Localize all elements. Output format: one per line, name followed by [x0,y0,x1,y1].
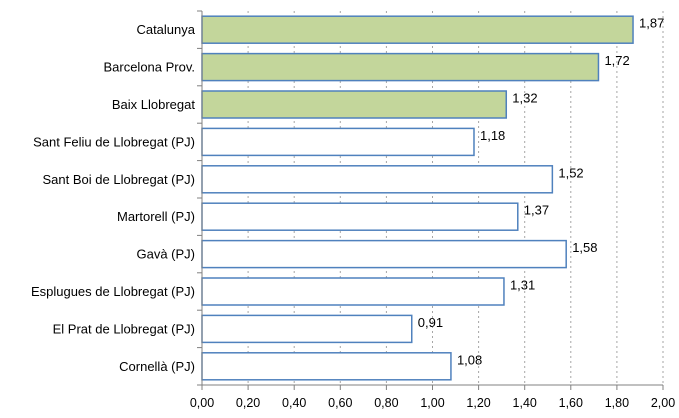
x-tick-label: 1,00 [420,396,444,410]
x-tick-label: 1,80 [605,396,629,410]
data-label: 1,08 [457,352,482,367]
bar [201,202,519,231]
bar [201,314,413,344]
x-tick-label: 1,60 [559,396,583,410]
data-label: 1,58 [572,240,597,255]
x-tick-label: 0,40 [282,396,306,410]
data-label: 1,72 [604,53,629,68]
category-label: Catalunya [136,22,195,37]
category-label: Gavà (PJ) [136,247,195,262]
bar [201,277,505,306]
category-labels: Catalunya Barcelona Prov. Baix Llobregat Sa… [31,22,196,374]
category-label: Sant Feliu de Llobregat (PJ) [33,134,195,149]
category-label: Baix Llobregat [112,97,195,112]
x-tick-label: 2,00 [651,396,675,410]
bar [201,352,452,381]
data-label: 1,52 [558,165,583,180]
x-tick-label: 1,20 [466,396,490,410]
bar [201,165,554,194]
bar [201,127,475,157]
category-label: Martorell (PJ) [117,209,195,224]
category-label: El Prat de Llobregat (PJ) [53,321,195,336]
category-label: Barcelona Prov. [103,60,195,75]
value-labels: 1,87 1,72 1,32 1,18 1,52 1,37 1,58 1,31 0,91 1,08 [418,16,665,368]
data-label: 1,18 [480,128,505,143]
bar [201,15,634,44]
bar [201,52,600,82]
data-label: 1,87 [639,16,664,31]
x-tick-label: 0,20 [236,396,260,410]
x-tick-label: 1,40 [513,396,537,410]
x-tick-label: 0,60 [328,396,352,410]
data-label: 0,91 [418,315,443,330]
axes-group [197,10,664,390]
data-label: 1,32 [512,91,537,106]
x-tick-labels: 0,00 0,20 0,40 0,60 0,80 1,00 1,20 1,40 1,60 1,80… [190,396,675,410]
x-tick-label: 0,00 [190,396,214,410]
bar [201,90,508,119]
bar [201,239,567,269]
category-label: Esplugues de Llobregat (PJ) [31,284,195,299]
category-label: Cornellà (PJ) [119,359,195,374]
x-tick-label: 0,80 [374,396,398,410]
data-label: 1,31 [510,278,535,293]
category-label: Sant Boi de Llobregat (PJ) [43,172,195,187]
data-label: 1,37 [524,203,549,218]
